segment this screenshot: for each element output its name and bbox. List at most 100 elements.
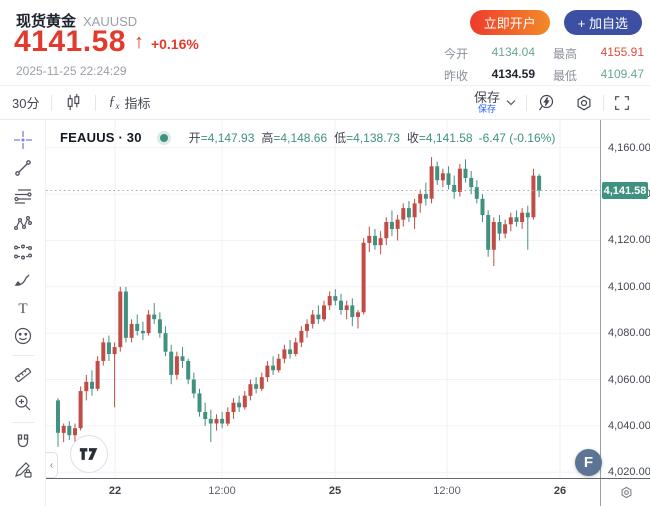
tradingview-logo-icon <box>79 448 98 460</box>
snapshot-camera-button[interactable] <box>527 93 565 113</box>
save-tooltip: 保存 <box>477 103 496 114</box>
lock-drawings-button[interactable] <box>6 456 40 484</box>
xabcd-pattern-icon <box>13 215 32 231</box>
legend-ohlc-value: =4,147.93 <box>200 131 255 145</box>
stat-value: 4109.47 <box>600 67 644 81</box>
save-layout-button[interactable]: 保存 保存 <box>473 89 500 114</box>
toolbar-separator <box>603 94 604 111</box>
stat-item: 最低 4109.47 <box>553 67 644 84</box>
stat-label: 最高 <box>553 47 578 61</box>
price-axis[interactable]: 4,160.004,140.004,120.004,100.004,080.00… <box>600 120 650 478</box>
stat-value: 4134.59 <box>491 67 535 81</box>
x-axis-label: 12:00 <box>433 485 461 497</box>
fib-lines-tool-button[interactable] <box>6 182 40 210</box>
chart-style-button[interactable] <box>52 86 95 119</box>
magnet-mode-button[interactable] <box>6 428 40 456</box>
x-axis-label: 26 <box>553 485 567 497</box>
symbol-name: 现货黄金 <box>16 13 77 30</box>
legend-ohlc-label: 开 <box>188 131 201 145</box>
chart-plot-area[interactable]: FEAUUS · 30 开=4,147.93 高=4,148.66 低=4,138.… <box>46 120 600 478</box>
stat-value: 4134.04 <box>491 45 535 59</box>
interval-selector[interactable]: 30分 <box>12 96 40 111</box>
y-axis-label: 4,040.00 <box>608 420 650 432</box>
zoom-in-tool-button[interactable] <box>6 389 40 417</box>
symbol-title: 现货黄金 XAUUSD <box>16 10 137 31</box>
y-axis-label: 4,020.00 <box>608 466 650 478</box>
last-price-tag: 4,141.58 <box>602 182 648 199</box>
fullscreen-button[interactable] <box>604 94 640 112</box>
tools-separator <box>11 355 34 356</box>
header-right: 立即开户 + 加自选 今开 4134.04 最高 4155.91 昨收 4134.59 最低… <box>444 10 644 84</box>
y-axis-label: 4,160.00 <box>608 142 650 154</box>
smiley-icon <box>14 327 31 345</box>
legend-ohlc-label: 收 <box>406 131 419 145</box>
gear-icon <box>621 486 631 499</box>
stat-item: 昨收 4134.59 <box>444 67 535 84</box>
legend-ohlc-values: 开=4,147.93 高=4,148.66 低=4,138.73 收=4,141.58 <box>182 129 473 146</box>
legend-ohlc-label: 低 <box>334 131 347 145</box>
stat-value: 4155.91 <box>600 45 644 59</box>
chart-settings-button[interactable] <box>565 93 603 113</box>
crosshair-tool-button[interactable] <box>6 126 40 154</box>
toolbar-separator <box>51 94 53 111</box>
trend-line-icon <box>14 160 31 176</box>
projection-tool-button[interactable] <box>6 238 40 266</box>
stat-label: 最低 <box>553 69 578 83</box>
tools-separator <box>11 422 34 423</box>
symbol-code: XAUUSD <box>83 14 138 29</box>
emoji-tool-button[interactable] <box>6 322 40 350</box>
stat-item: 今开 4134.04 <box>444 45 535 62</box>
brush-icon <box>14 274 29 287</box>
indicators-button[interactable]: ƒx 指标 <box>108 94 151 111</box>
legend-ohlc-value: =4,141.58 <box>418 131 473 145</box>
collapse-sidebar-handle[interactable]: ‹ <box>46 452 58 478</box>
xabcd-pattern-tool-button[interactable] <box>6 210 40 238</box>
horizontal-lines-icon <box>13 189 32 204</box>
price-row: 4141.58 ↑ +0.16% <box>14 25 199 59</box>
y-axis-label: 4,100.00 <box>608 281 650 293</box>
candlestick-style-icon <box>68 93 80 111</box>
chevron-down-icon <box>506 100 516 106</box>
magnet-icon <box>17 434 28 448</box>
y-axis-label: 4,080.00 <box>608 327 650 339</box>
last-price: 4141.58 <box>14 25 126 58</box>
stat-label: 昨收 <box>444 69 469 83</box>
fullscreen-icon <box>615 95 629 110</box>
legend-ohlc-label: 高 <box>261 131 274 145</box>
floating-f-button[interactable]: F <box>575 449 602 476</box>
drawing-tools-sidebar: T <box>0 120 46 506</box>
projection-icon <box>13 244 32 260</box>
y-axis-label: 4,120.00 <box>608 234 650 246</box>
axis-settings-corner[interactable] <box>600 479 650 506</box>
fx-icon: ƒx <box>108 94 120 111</box>
ruler-icon <box>14 367 31 383</box>
x-axis-label: 22 <box>108 485 122 497</box>
save-menu-chevron[interactable] <box>504 99 526 106</box>
legend-series-title: FEAUUS · 30 <box>60 130 142 145</box>
measure-tool-button[interactable] <box>6 361 40 389</box>
tradingview-watermark-logo[interactable] <box>70 435 108 473</box>
trend-line-tool-button[interactable] <box>6 154 40 182</box>
text-tool-icon: T <box>18 301 27 317</box>
toolbar-separator <box>95 94 97 111</box>
legend-ohlc-value: =4,138.73 <box>346 131 400 145</box>
brush-tool-button[interactable] <box>6 266 40 294</box>
text-tool-button[interactable]: T <box>6 294 40 322</box>
quote-timestamp: 2025-11-25 22:24:29 <box>16 64 127 78</box>
gear-icon <box>577 95 591 110</box>
stat-item: 最高 4155.91 <box>553 45 644 62</box>
time-axis[interactable]: 22 12:00 25 12:00 26 <box>46 478 650 506</box>
price-change-percent: +0.16% <box>150 36 199 52</box>
legend-change: -6.47 (-0.16%) <box>478 130 556 145</box>
y-axis-label: 4,060.00 <box>608 374 650 386</box>
stat-label: 今开 <box>444 47 469 61</box>
x-axis-label: 25 <box>328 485 342 497</box>
snapshot-camera-icon <box>539 94 554 110</box>
chart-toolbar: 30分 ƒx 指标 保存 保存 <box>0 86 650 120</box>
toolbar-separator <box>526 94 527 111</box>
open-account-button[interactable]: 立即开户 <box>469 10 550 35</box>
add-watchlist-button[interactable]: + 加自选 <box>563 10 642 35</box>
pencil-lock-icon <box>14 462 32 478</box>
x-axis-label: 12:00 <box>208 485 236 497</box>
